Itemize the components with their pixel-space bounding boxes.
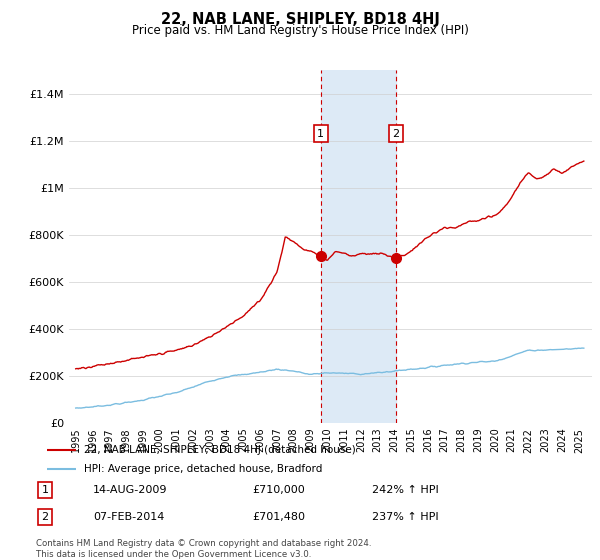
Text: HPI: Average price, detached house, Bradford: HPI: Average price, detached house, Brad… [83, 464, 322, 474]
Text: 1: 1 [41, 485, 49, 495]
Text: 1: 1 [317, 128, 325, 138]
Text: 14-AUG-2009: 14-AUG-2009 [93, 485, 167, 495]
Bar [321, 70, 396, 423]
Text: £701,480: £701,480 [252, 512, 305, 522]
Text: 242% ↑ HPI: 242% ↑ HPI [372, 485, 439, 495]
Text: 22, NAB LANE, SHIPLEY, BD18 4HJ: 22, NAB LANE, SHIPLEY, BD18 4HJ [161, 12, 439, 27]
Text: £710,000: £710,000 [252, 485, 305, 495]
Text: 07-FEB-2014: 07-FEB-2014 [93, 512, 164, 522]
Text: Contains HM Land Registry data © Crown copyright and database right 2024.
This d: Contains HM Land Registry data © Crown c… [36, 539, 371, 559]
Text: 2: 2 [41, 512, 49, 522]
Text: 22, NAB LANE, SHIPLEY, BD18 4HJ (detached house): 22, NAB LANE, SHIPLEY, BD18 4HJ (detache… [83, 445, 355, 455]
Text: 237% ↑ HPI: 237% ↑ HPI [372, 512, 439, 522]
Text: 2: 2 [392, 128, 400, 138]
Text: Price paid vs. HM Land Registry's House Price Index (HPI): Price paid vs. HM Land Registry's House … [131, 24, 469, 36]
